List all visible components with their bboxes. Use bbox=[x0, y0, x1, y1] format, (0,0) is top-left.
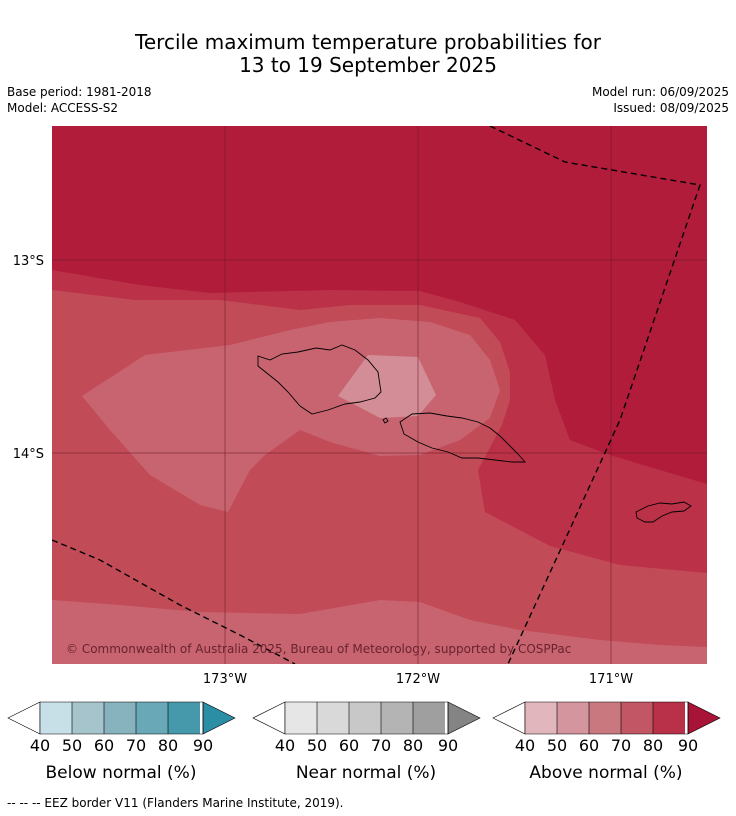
colorbar-above-tick: 40 bbox=[515, 736, 535, 755]
colorbar-below-segment bbox=[104, 702, 136, 734]
colorbar-below-segment bbox=[136, 702, 168, 734]
lon-label-171w: 171°W bbox=[589, 672, 633, 687]
colorbar-above-tick: 70 bbox=[611, 736, 631, 755]
colorbar-below-tick: 50 bbox=[62, 736, 82, 755]
colorbar-near-segment bbox=[285, 702, 317, 734]
tutuila-island bbox=[635, 501, 692, 523]
longitude-labels: 173°W 172°W 171°W bbox=[203, 672, 633, 687]
colorbar-below-tick: 40 bbox=[30, 736, 50, 755]
colorbar-above-tick: 50 bbox=[547, 736, 567, 755]
issued-text: Issued: 08/09/2025 bbox=[613, 101, 729, 115]
colorbar-near-extend-min bbox=[252, 701, 286, 735]
manono-island bbox=[382, 417, 389, 424]
contour-above-60 bbox=[52, 600, 707, 664]
eez-border bbox=[52, 126, 701, 664]
eez-footnote: -- -- -- EEZ border V11 (Flanders Marine… bbox=[7, 796, 344, 810]
lat-label-14s: 14°S bbox=[13, 447, 44, 462]
colorbar-above-tick: 90 bbox=[678, 736, 698, 755]
copyright-text: © Commonwealth of Australia 2025, Bureau… bbox=[66, 642, 571, 656]
colorbar-below-extend-max bbox=[202, 701, 236, 735]
colorbar-above-segment bbox=[557, 702, 589, 734]
colorbar-above-segment bbox=[525, 702, 557, 734]
colorbar-above-segment bbox=[653, 702, 685, 734]
latitude-labels: 13°S 14°S bbox=[13, 254, 44, 462]
colorbar-above-extend-min bbox=[492, 701, 526, 735]
colorbar-near-extend-max bbox=[447, 701, 481, 735]
model-run-text: Model run: 06/09/2025 bbox=[591, 85, 729, 99]
colorbar-below-segment bbox=[168, 702, 200, 734]
colorbar-above: 40 50 60 70 80 90 Above normal (%) bbox=[492, 701, 721, 783]
colorbar-near-segment bbox=[381, 702, 413, 734]
colorbar-near-tick: 60 bbox=[339, 736, 359, 755]
probability-map: © Commonwealth of Australia 2025, Bureau… bbox=[52, 126, 707, 664]
colorbar-near-tick: 90 bbox=[438, 736, 458, 755]
savaii-island bbox=[257, 344, 382, 415]
map-title: Tercile maximum temperature probabilitie… bbox=[0, 31, 736, 77]
colorbar-below: 40 50 60 70 80 90 Below normal (%) bbox=[7, 701, 236, 783]
colorbar-near-title: Near normal (%) bbox=[296, 763, 436, 783]
colorbar-near-tick: 70 bbox=[371, 736, 391, 755]
colorbar-near: 40 50 60 70 80 90 Near normal (%) bbox=[252, 701, 481, 783]
colorbar-below-segment bbox=[40, 702, 72, 734]
colorbar-near-tick: 80 bbox=[403, 736, 423, 755]
colorbar-near-segment bbox=[413, 702, 445, 734]
lat-label-13s: 13°S bbox=[13, 254, 44, 269]
coastline bbox=[257, 344, 692, 523]
colorbar-near-tick: 40 bbox=[275, 736, 295, 755]
graticule bbox=[52, 126, 707, 664]
colorbar-near-segment bbox=[349, 702, 381, 734]
colorbar-below-title: Below normal (%) bbox=[46, 763, 197, 783]
colorbar-above-tick: 80 bbox=[643, 736, 663, 755]
colorbar-below-extend-min bbox=[7, 701, 41, 735]
colorbar-below-tick: 60 bbox=[94, 736, 114, 755]
base-period-text: Base period: 1981-2018 bbox=[7, 85, 152, 99]
colorbar-above-title: Above normal (%) bbox=[529, 763, 682, 783]
colorbar-above-extend-max bbox=[687, 701, 721, 735]
colorbar-below-tick: 70 bbox=[126, 736, 146, 755]
meta-left: Base period: 1981-2018 Model: ACCESS-S2 bbox=[7, 84, 152, 116]
upolu-island bbox=[399, 412, 526, 463]
colorbar-below-tick: 90 bbox=[193, 736, 213, 755]
model-text: Model: ACCESS-S2 bbox=[7, 101, 119, 115]
colorbar-near-tick: 50 bbox=[307, 736, 327, 755]
lon-label-172w: 172°W bbox=[396, 672, 440, 687]
lon-label-173w: 173°W bbox=[203, 672, 247, 687]
contour-above-50-core bbox=[338, 355, 436, 418]
colorbar-below-segment bbox=[72, 702, 104, 734]
colorbar-near-segment bbox=[317, 702, 349, 734]
title-line-2: 13 to 19 September 2025 bbox=[239, 53, 497, 77]
title-line-1: Tercile maximum temperature probabilitie… bbox=[135, 30, 601, 54]
meta-right: Model run: 06/09/2025 Issued: 08/09/2025 bbox=[592, 84, 729, 116]
colorbar-above-segment bbox=[621, 702, 653, 734]
colorbar-above-segment bbox=[589, 702, 621, 734]
colorbar-below-tick: 80 bbox=[158, 736, 178, 755]
colorbar-above-tick: 60 bbox=[579, 736, 599, 755]
